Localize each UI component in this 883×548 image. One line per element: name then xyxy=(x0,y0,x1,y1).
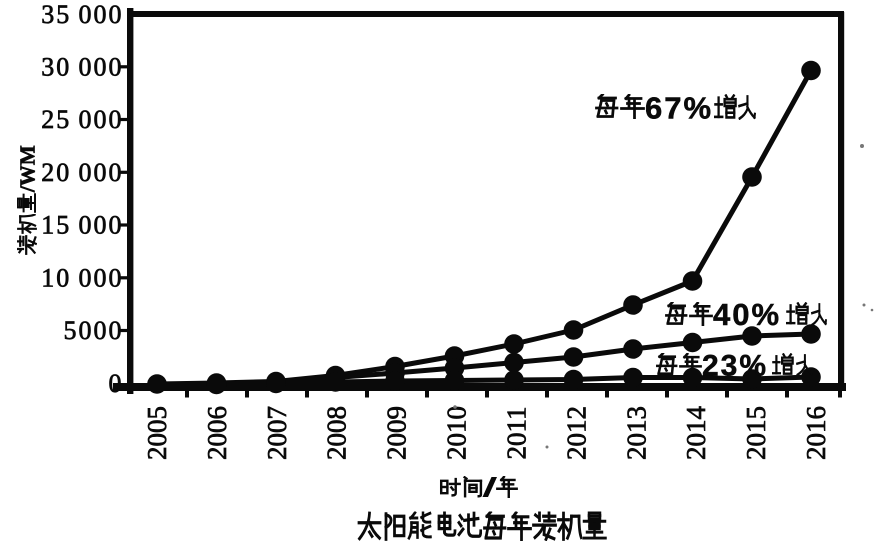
svg-text:2014: 2014 xyxy=(681,406,711,461)
svg-text:2005: 2005 xyxy=(142,406,172,460)
svg-text:10 000: 10 000 xyxy=(41,264,123,293)
svg-text:2016: 2016 xyxy=(801,406,831,460)
svg-text:2013: 2013 xyxy=(622,406,652,460)
svg-text:2007: 2007 xyxy=(262,406,292,460)
svg-text:2008: 2008 xyxy=(322,406,352,460)
svg-text:2006: 2006 xyxy=(202,406,232,460)
svg-text:23%: 23% xyxy=(702,349,768,382)
svg-text:20 000: 20 000 xyxy=(41,158,123,187)
svg-text:2012: 2012 xyxy=(562,406,592,460)
svg-text:2015: 2015 xyxy=(741,406,771,460)
svg-text:/WM: /WM xyxy=(16,145,40,193)
svg-text:0: 0 xyxy=(109,369,124,398)
svg-text:2009: 2009 xyxy=(382,406,412,460)
svg-text:35 000: 35 000 xyxy=(41,0,123,29)
svg-text:15 000: 15 000 xyxy=(41,211,123,240)
svg-text:30 000: 30 000 xyxy=(41,53,123,82)
svg-text:67%: 67% xyxy=(645,91,713,126)
svg-text:2011: 2011 xyxy=(502,407,532,460)
svg-text:40%: 40% xyxy=(713,297,781,332)
svg-text:25 000: 25 000 xyxy=(41,105,123,134)
svg-text:2010: 2010 xyxy=(442,406,472,460)
svg-text:5000: 5000 xyxy=(64,316,124,345)
